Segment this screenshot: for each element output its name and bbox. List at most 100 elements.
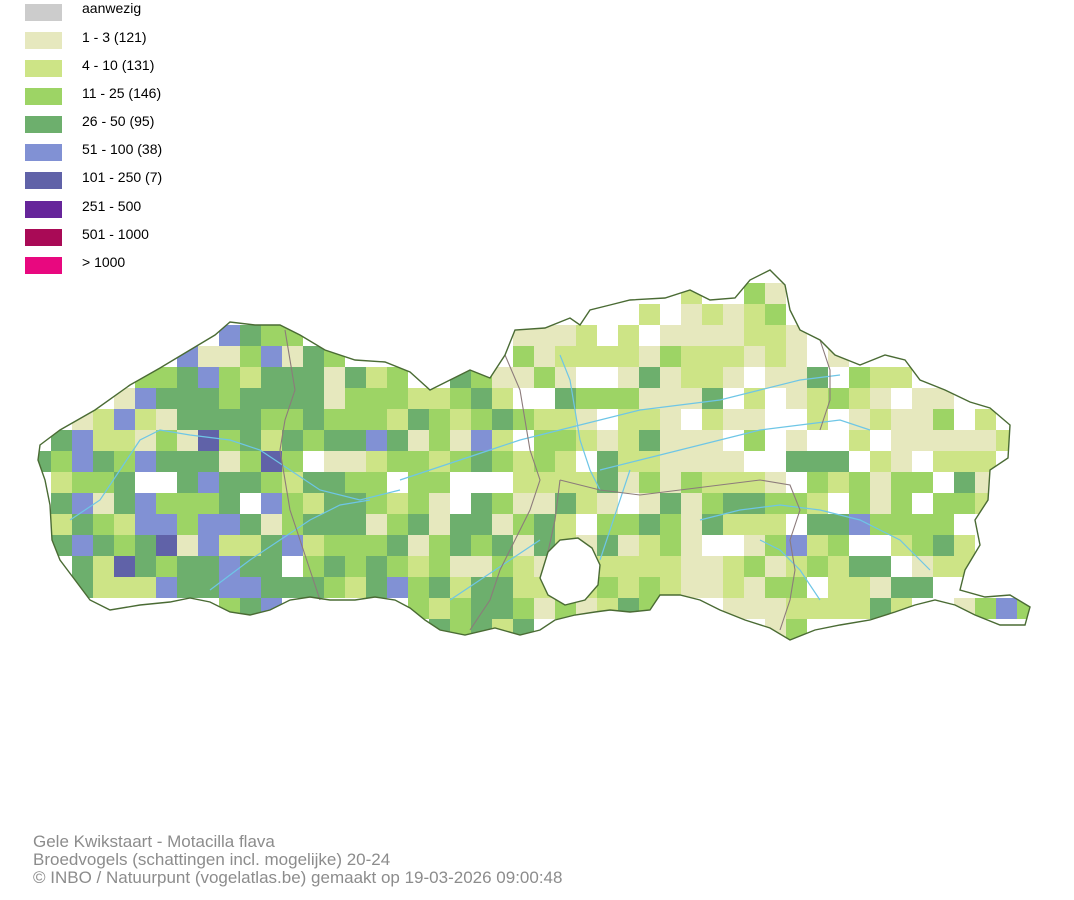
grid-cell bbox=[177, 556, 198, 577]
grid-cell bbox=[639, 388, 660, 409]
flanders-outline bbox=[37, 269, 1031, 641]
grid-cell bbox=[702, 472, 723, 493]
grid-cell bbox=[933, 493, 954, 514]
grid-cell bbox=[156, 535, 177, 556]
grid-cell bbox=[114, 409, 135, 430]
grid-cell bbox=[429, 430, 450, 451]
grid-cell bbox=[198, 577, 219, 598]
grid-cell bbox=[807, 388, 828, 409]
grid-cell bbox=[681, 556, 702, 577]
grid-cell bbox=[345, 535, 366, 556]
grid-cell bbox=[723, 346, 744, 367]
grid-cell bbox=[303, 367, 324, 388]
grid-cell bbox=[135, 451, 156, 472]
grid-cell bbox=[156, 451, 177, 472]
grid-cell bbox=[240, 430, 261, 451]
legend-item: 11 - 25 (146) bbox=[25, 85, 325, 106]
grid-cell bbox=[240, 556, 261, 577]
grid-cell bbox=[660, 556, 681, 577]
grid-cell bbox=[597, 598, 618, 619]
grid-cell bbox=[954, 535, 975, 556]
grid-cell bbox=[219, 388, 240, 409]
grid-cell bbox=[702, 514, 723, 535]
grid-cell bbox=[366, 556, 387, 577]
grid-cell bbox=[912, 535, 933, 556]
grid-cell bbox=[534, 451, 555, 472]
river bbox=[69, 429, 401, 521]
grid-cell bbox=[303, 535, 324, 556]
grid-cell bbox=[975, 430, 996, 451]
grid-cell bbox=[366, 430, 387, 451]
grid-cell bbox=[912, 388, 933, 409]
grid-cell bbox=[324, 556, 345, 577]
brussels-outline bbox=[539, 537, 601, 606]
grid-cell bbox=[72, 472, 93, 493]
grid-cell bbox=[135, 535, 156, 556]
grid-cell bbox=[786, 430, 807, 451]
grid-cell bbox=[282, 493, 303, 514]
grid-cell bbox=[660, 577, 681, 598]
grid-cell bbox=[639, 535, 660, 556]
grid-cell bbox=[723, 514, 744, 535]
grid-cell bbox=[891, 367, 912, 388]
grid-cell bbox=[618, 514, 639, 535]
grid-cell bbox=[723, 325, 744, 346]
legend-label: 51 - 100 (38) bbox=[82, 141, 163, 157]
grid-cell bbox=[660, 472, 681, 493]
grid-cell bbox=[219, 577, 240, 598]
river bbox=[699, 504, 931, 571]
grid-cell bbox=[450, 430, 471, 451]
grid-cell bbox=[849, 598, 870, 619]
grid-cell bbox=[471, 451, 492, 472]
legend-label: 251 - 500 bbox=[82, 198, 142, 214]
grid-cell bbox=[954, 451, 975, 472]
grid-cell bbox=[555, 472, 576, 493]
grid-cell bbox=[597, 535, 618, 556]
grid-cell bbox=[408, 388, 429, 409]
grid-cell bbox=[870, 598, 891, 619]
grid-cell bbox=[576, 409, 597, 430]
grid-cell bbox=[324, 388, 345, 409]
grid-cell bbox=[345, 430, 366, 451]
grid-cell bbox=[408, 535, 429, 556]
grid-cell bbox=[975, 409, 996, 430]
grid-cell bbox=[744, 514, 765, 535]
grid-cell bbox=[135, 514, 156, 535]
grid-cell bbox=[345, 493, 366, 514]
grid-cell bbox=[156, 367, 177, 388]
grid-cell bbox=[408, 451, 429, 472]
grid-cell bbox=[450, 535, 471, 556]
grid-cell bbox=[534, 367, 555, 388]
grid-cell bbox=[72, 556, 93, 577]
legend-item: 101 - 250 (7) bbox=[25, 169, 325, 190]
grid-cell bbox=[240, 514, 261, 535]
grid-cell bbox=[429, 388, 450, 409]
grid-cell bbox=[639, 493, 660, 514]
grid-cell bbox=[114, 472, 135, 493]
grid-cell bbox=[219, 493, 240, 514]
grid-cell bbox=[345, 577, 366, 598]
legend-item: 51 - 100 (38) bbox=[25, 141, 325, 162]
grid-cell bbox=[975, 598, 996, 619]
grid-cell bbox=[807, 409, 828, 430]
grid-cell bbox=[177, 577, 198, 598]
grid-cell bbox=[387, 535, 408, 556]
grid-cell bbox=[408, 430, 429, 451]
province-borders bbox=[279, 329, 831, 631]
grid-cell bbox=[849, 430, 870, 451]
grid-cell bbox=[324, 535, 345, 556]
grid-cell bbox=[345, 514, 366, 535]
dataset-subtitle: Broedvogels (schattingen incl. mogelijke… bbox=[33, 850, 391, 869]
legend-item: 501 - 1000 bbox=[25, 226, 325, 247]
grid-cell bbox=[114, 388, 135, 409]
province-border bbox=[547, 479, 561, 553]
grid-cell bbox=[492, 367, 513, 388]
grid-cell bbox=[387, 451, 408, 472]
grid-cell bbox=[177, 535, 198, 556]
grid-cell bbox=[51, 430, 72, 451]
grid-cell bbox=[492, 598, 513, 619]
grid-cell bbox=[618, 409, 639, 430]
river bbox=[209, 499, 371, 591]
legend-item: 251 - 500 bbox=[25, 198, 325, 219]
grid-cell bbox=[240, 346, 261, 367]
